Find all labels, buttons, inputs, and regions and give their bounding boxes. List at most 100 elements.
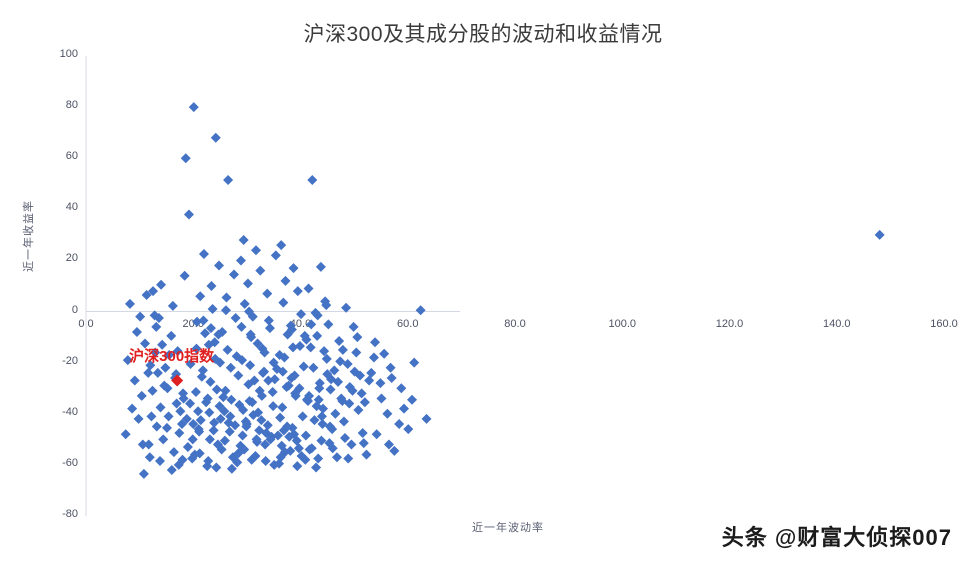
scatter-point: [296, 309, 307, 320]
axis-lines: [85, 56, 460, 516]
scatter-point: [158, 434, 169, 445]
scatter-point: [311, 462, 322, 473]
scatter-point: [298, 361, 309, 372]
scatter-point: [216, 444, 227, 455]
scatter-point: [120, 429, 131, 440]
scatter-point: [272, 430, 283, 441]
scatter-point: [225, 362, 236, 373]
scatter-point: [205, 376, 216, 387]
scatter-point: [277, 366, 288, 377]
scatter-point: [285, 445, 296, 456]
scatter-point: [223, 417, 234, 428]
scatter-point: [183, 209, 194, 220]
scatter-point: [143, 439, 154, 450]
scatter-point: [327, 443, 338, 454]
scatter-point: [361, 449, 372, 460]
scatter-point: [292, 286, 303, 297]
x-tick-label: 160.0: [930, 317, 958, 330]
scatter-point: [283, 380, 294, 391]
scatter-point: [163, 411, 174, 422]
scatter-point: [152, 367, 163, 378]
scatter-point: [143, 367, 154, 378]
scatter-point: [241, 419, 252, 429]
scatter-point: [342, 358, 353, 369]
scatter-point: [268, 357, 279, 368]
scatter-point: [242, 278, 253, 289]
scatter-point: [288, 263, 299, 274]
scatter-point: [275, 412, 286, 423]
watermark-text: 头条 @财富大侦探007: [721, 525, 952, 550]
hs300-index-point: [171, 374, 184, 387]
y-tick-label: -60: [62, 456, 78, 469]
scatter-point: [308, 362, 319, 373]
scatter-point: [293, 443, 304, 454]
scatter-point: [248, 410, 259, 421]
scatter-point: [245, 360, 256, 371]
scatter-point: [194, 448, 205, 459]
y-tick-label: 60: [65, 150, 78, 163]
scatter-point: [151, 421, 162, 432]
scatter-point: [226, 463, 237, 474]
scatter-point: [215, 413, 226, 424]
scatter-point: [238, 235, 249, 245]
scatter-point: [255, 265, 266, 276]
scatter-point: [311, 401, 322, 412]
scatter-point: [415, 305, 426, 316]
data-points-layer: [120, 102, 885, 479]
scatter-point: [398, 403, 409, 414]
scatter-point: [157, 339, 168, 350]
scatter-point: [177, 454, 188, 465]
scatter-point: [233, 370, 244, 381]
scatter-point: [237, 430, 248, 441]
scatter-point: [155, 402, 166, 413]
scatter-point: [347, 385, 358, 396]
scatter-point: [205, 323, 216, 334]
scatter-point: [220, 305, 231, 316]
scatter-point: [280, 275, 291, 286]
scatter-point: [129, 375, 140, 386]
scatter-point: [193, 406, 204, 417]
scatter-point: [139, 338, 150, 349]
scatter-point: [263, 375, 274, 386]
y-tick-label: 40: [65, 201, 78, 214]
scatter-point: [421, 413, 432, 424]
scatter-point: [137, 439, 148, 450]
scatter-point: [236, 321, 247, 332]
scatter-point: [366, 367, 377, 378]
scatter-point: [289, 429, 300, 440]
scatter-point: [286, 373, 297, 383]
scatter-point: [330, 408, 341, 419]
scatter-point: [193, 424, 204, 435]
scatter-point: [191, 343, 202, 354]
scatter-point: [371, 429, 382, 440]
scatter-point: [294, 383, 305, 394]
scatter-point: [224, 426, 235, 437]
scatter-point: [348, 321, 359, 332]
x-tick-label: 40.0: [289, 317, 312, 330]
scatter-point: [359, 397, 370, 408]
x-axis-title: 近一年波动率: [472, 522, 544, 534]
scatter-point: [251, 434, 262, 445]
scatter-point: [321, 300, 332, 311]
scatter-point: [338, 416, 349, 427]
scatter-point: [346, 439, 357, 450]
scatter-point: [200, 328, 211, 339]
scatter-point: [122, 355, 133, 366]
scatter-point: [175, 406, 186, 417]
scatter-point: [270, 250, 281, 261]
scatter-point: [343, 453, 354, 464]
scatter-point: [209, 337, 220, 348]
scatter-point: [322, 369, 333, 380]
scatter-point: [336, 393, 347, 404]
scatter-point: [185, 358, 196, 369]
scatter-point: [131, 327, 142, 337]
scatter-point: [198, 315, 209, 326]
scatter-point: [337, 344, 348, 355]
scatter-point: [303, 283, 314, 294]
scatter-point: [209, 417, 220, 428]
scatter-point: [389, 445, 400, 456]
scatter-point: [356, 388, 367, 399]
scatter-point: [252, 338, 263, 349]
